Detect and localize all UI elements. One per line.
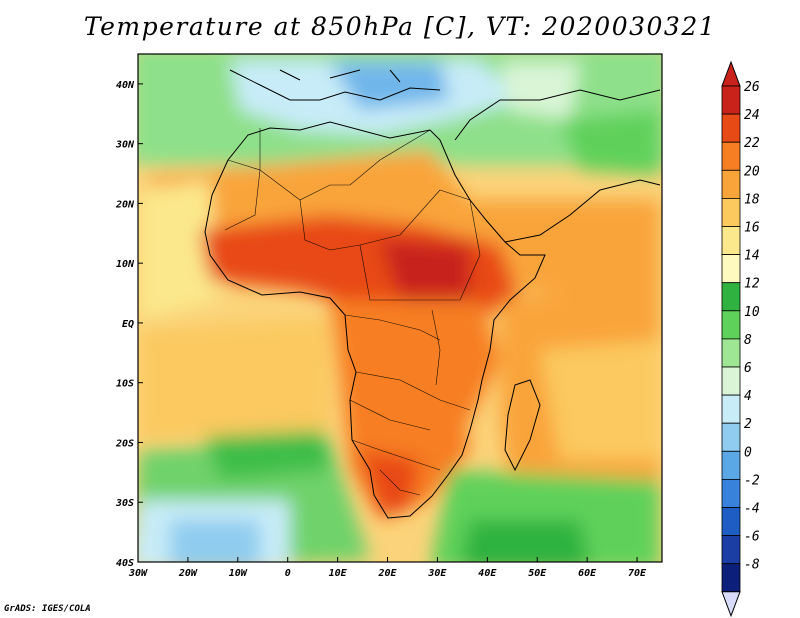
lon-tick-label: 20W — [178, 568, 198, 579]
lat-tick-label: 20N — [115, 199, 135, 210]
colorbar-label: 12 — [744, 277, 760, 292]
lat-tick-label: 20S — [115, 438, 134, 449]
colorbar-label: -4 — [744, 502, 760, 517]
lon-tick-label: 50E — [528, 568, 547, 579]
colorbar-swatch — [721, 422, 741, 452]
lon-tick-label: 40E — [478, 568, 497, 579]
colorbar-swatch — [721, 282, 741, 312]
colorbar-label: 8 — [744, 333, 752, 348]
lat-tick-label: 30N — [115, 140, 135, 151]
colorbar-swatch — [721, 310, 741, 340]
colorbar-arrow-bottom — [721, 591, 741, 618]
credit-text: GrADS: IGES/COLA — [4, 604, 91, 614]
latitude-axis: 40N 30N 20N 10N EQ 10S 20S 30S 40S — [115, 80, 143, 569]
colorbar-swatch — [721, 535, 741, 565]
colorbar-swatch — [721, 226, 741, 256]
lon-tick-label: 60E — [578, 568, 597, 579]
colorbar-swatch — [721, 85, 741, 115]
colorbar-swatch — [721, 563, 741, 593]
colorbar-label: 22 — [744, 136, 760, 151]
country-borders — [224, 128, 481, 496]
colorbar-swatch — [721, 478, 741, 508]
colorbar-swatch — [721, 366, 741, 396]
lon-tick-label: 20E — [377, 568, 397, 579]
colorbar-label: 2 — [744, 417, 752, 432]
colorbar-label: 10 — [744, 305, 760, 320]
colorbar-swatch — [721, 507, 741, 537]
colorbar-label: 4 — [744, 389, 752, 404]
colorbar-label: 14 — [744, 249, 760, 264]
lon-tick-label: 0 — [285, 568, 291, 579]
colorbar-swatch — [721, 169, 741, 199]
lat-tick-label: 10S — [116, 379, 134, 390]
colorbar-arrow-top — [721, 60, 741, 87]
colorbar-label: 16 — [744, 221, 760, 236]
longitude-axis: 30W 20W 10W 0 10E 20E 30E 40E 50E 60E 70E — [128, 557, 647, 579]
coastlines — [204, 69, 661, 519]
plot-frame — [137, 53, 663, 563]
map-title: Temperature at 850hPa [C], VT: 202003032… — [83, 12, 717, 41]
lat-tick-label: 40S — [116, 558, 134, 569]
colorbar-label: -6 — [744, 530, 760, 545]
colorbar-swatch — [721, 338, 741, 368]
lon-tick-label: 70E — [628, 568, 647, 579]
colorbar-swatch — [721, 141, 741, 171]
colorbar-swatch — [721, 197, 741, 227]
colorbar-label: -2 — [744, 473, 760, 488]
colorbar-label: 24 — [744, 108, 760, 123]
lon-tick-label: 10W — [229, 568, 248, 579]
lon-tick-label: 30E — [427, 568, 447, 579]
colorbar-label: 26 — [744, 80, 760, 95]
lon-tick-label: 10E — [329, 568, 348, 579]
colorbar-swatch — [721, 394, 741, 424]
colorbar-swatch — [721, 113, 741, 143]
temperature-field — [138, 54, 662, 562]
colorbar-label: 0 — [744, 445, 752, 460]
lat-tick-label: 30S — [115, 498, 134, 509]
colorbar-label: -8 — [744, 558, 760, 573]
lat-tick-label: 40N — [116, 80, 135, 91]
lat-tick-label: 10N — [116, 259, 135, 270]
colorbar-swatch — [721, 450, 741, 480]
colorbar-swatch — [721, 254, 741, 284]
lat-tick-label: EQ — [122, 319, 134, 330]
lon-tick-label: 30W — [128, 568, 148, 579]
colorbar-label: 6 — [744, 361, 752, 376]
colorbar-label: 18 — [744, 192, 760, 207]
colorbar-label: 20 — [744, 164, 760, 179]
